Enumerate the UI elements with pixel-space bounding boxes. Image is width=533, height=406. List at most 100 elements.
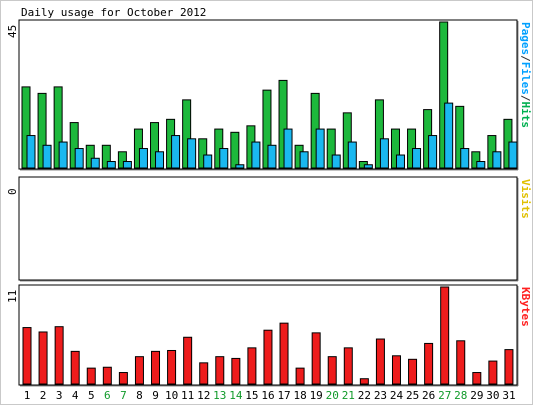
- bar-kbytes-day-16: [263, 329, 273, 385]
- bar-kbytes-day-23: [375, 338, 385, 385]
- bar-files-day-23: [379, 138, 389, 169]
- bar-kbytes-day-15: [247, 347, 257, 385]
- bar-files-day-6: [106, 161, 116, 169]
- bar-kbytes-day-10: [167, 349, 177, 385]
- bar-files-day-10: [171, 135, 181, 169]
- bar-kbytes-day-21: [343, 347, 353, 385]
- x-tick-label-day-2: 2: [40, 389, 47, 402]
- x-tick-label-day-7: 7: [120, 389, 127, 402]
- x-tick-label-day-1: 1: [24, 389, 31, 402]
- series-label-part: Pages: [519, 22, 532, 55]
- bar-files-day-13: [219, 148, 229, 169]
- bar-hits-day-21: [342, 112, 352, 169]
- series-label-part: Hits: [519, 102, 532, 129]
- x-tick-label-day-22: 22: [358, 389, 371, 402]
- bar-kbytes-day-20: [327, 356, 337, 385]
- bar-files-day-1: [26, 135, 36, 169]
- series-label-part: Files: [519, 62, 532, 95]
- x-tick-label-day-4: 4: [72, 389, 79, 402]
- panel-top-ymax-label: 45: [6, 25, 19, 38]
- x-tick-label-day-20: 20: [326, 389, 339, 402]
- bar-kbytes-day-29: [472, 372, 482, 385]
- bar-files-day-7: [122, 161, 132, 169]
- bar-kbytes-day-5: [86, 367, 96, 385]
- panel-middle-series-label: Visits: [519, 179, 532, 219]
- bar-kbytes-day-18: [295, 367, 305, 385]
- bar-kbytes-day-8: [134, 356, 144, 385]
- bar-kbytes-day-14: [231, 357, 241, 385]
- x-tick-label-day-17: 17: [277, 389, 290, 402]
- bar-hits-day-9: [150, 122, 160, 169]
- bar-kbytes-day-11: [183, 336, 193, 385]
- bar-kbytes-day-1: [22, 327, 32, 385]
- bar-kbytes-day-19: [311, 332, 321, 385]
- bar-hits-day-12: [198, 138, 208, 169]
- bar-files-day-20: [331, 154, 341, 169]
- bar-files-day-12: [203, 154, 213, 169]
- bar-hits-day-4: [69, 122, 79, 169]
- bar-hits-day-14: [230, 131, 240, 169]
- bar-files-day-2: [42, 144, 52, 169]
- x-tick-label-day-19: 19: [310, 389, 323, 402]
- x-tick-label-day-23: 23: [374, 389, 387, 402]
- bar-files-day-25: [412, 148, 422, 169]
- bar-hits-day-20: [326, 128, 336, 169]
- bar-hits-day-29: [471, 151, 481, 169]
- bar-kbytes-day-26: [424, 342, 434, 385]
- x-tick-label-day-30: 30: [486, 389, 499, 402]
- bar-files-day-30: [492, 151, 502, 169]
- bar-kbytes-day-30: [488, 360, 498, 385]
- bar-kbytes-day-24: [391, 355, 401, 385]
- x-tick-label-day-11: 11: [181, 389, 194, 402]
- x-tick-label-day-25: 25: [406, 389, 419, 402]
- x-tick-label-day-3: 3: [56, 389, 63, 402]
- bar-hits-day-27: [439, 21, 449, 169]
- x-tick-label-day-14: 14: [229, 389, 243, 402]
- chart-title: Daily usage for October 2012: [21, 6, 206, 19]
- x-tick-label-day-5: 5: [88, 389, 95, 402]
- bar-hits-day-1: [21, 86, 31, 169]
- bar-hits-day-5: [85, 144, 95, 169]
- bar-hits-day-2: [37, 92, 47, 169]
- x-tick-label-day-28: 28: [454, 389, 467, 402]
- bar-kbytes-day-12: [199, 362, 209, 385]
- bar-files-day-29: [476, 161, 486, 169]
- bar-files-day-3: [58, 141, 68, 169]
- series-label-part: KBytes: [519, 287, 532, 327]
- bar-kbytes-day-7: [118, 372, 128, 385]
- bar-kbytes-day-4: [70, 350, 80, 385]
- bar-kbytes-day-31: [504, 349, 514, 385]
- x-tick-label-day-31: 31: [502, 389, 515, 402]
- bar-hits-day-16: [262, 89, 272, 169]
- bar-kbytes-day-6: [102, 366, 112, 385]
- bar-files-day-26: [428, 135, 438, 169]
- panel-bottom-series-label: KBytes: [519, 287, 532, 327]
- bar-files-day-31: [508, 141, 518, 169]
- panel-bottom-ymax-label: 11: [6, 290, 19, 303]
- bar-kbytes-day-3: [54, 326, 64, 385]
- x-tick-label-day-16: 16: [261, 389, 274, 402]
- bar-files-day-18: [299, 151, 309, 169]
- bar-hits-day-6: [101, 144, 111, 169]
- bar-kbytes-day-25: [408, 358, 418, 385]
- bar-kbytes-day-17: [279, 322, 289, 385]
- series-label-part: /: [519, 95, 532, 102]
- bar-hits-day-3: [53, 86, 63, 169]
- x-tick-label-day-18: 18: [294, 389, 307, 402]
- bar-kbytes-day-2: [38, 331, 48, 385]
- bar-files-day-8: [138, 148, 148, 169]
- panel-top-series-label: Pages/Files/Hits: [519, 22, 532, 128]
- x-tick-label-day-24: 24: [390, 389, 404, 402]
- bar-hits-day-23: [374, 99, 384, 169]
- bar-hits-day-17: [278, 79, 288, 169]
- bar-files-day-22: [363, 164, 373, 169]
- bar-hits-day-7: [117, 151, 127, 169]
- bar-kbytes-day-27: [440, 286, 450, 385]
- bar-files-day-21: [347, 141, 357, 169]
- x-tick-label-day-8: 8: [136, 389, 143, 402]
- bar-files-day-15: [251, 141, 261, 169]
- bar-hits-day-28: [455, 105, 465, 169]
- bar-files-day-16: [267, 144, 277, 169]
- panel-middle-ymax-label: 0: [6, 188, 19, 195]
